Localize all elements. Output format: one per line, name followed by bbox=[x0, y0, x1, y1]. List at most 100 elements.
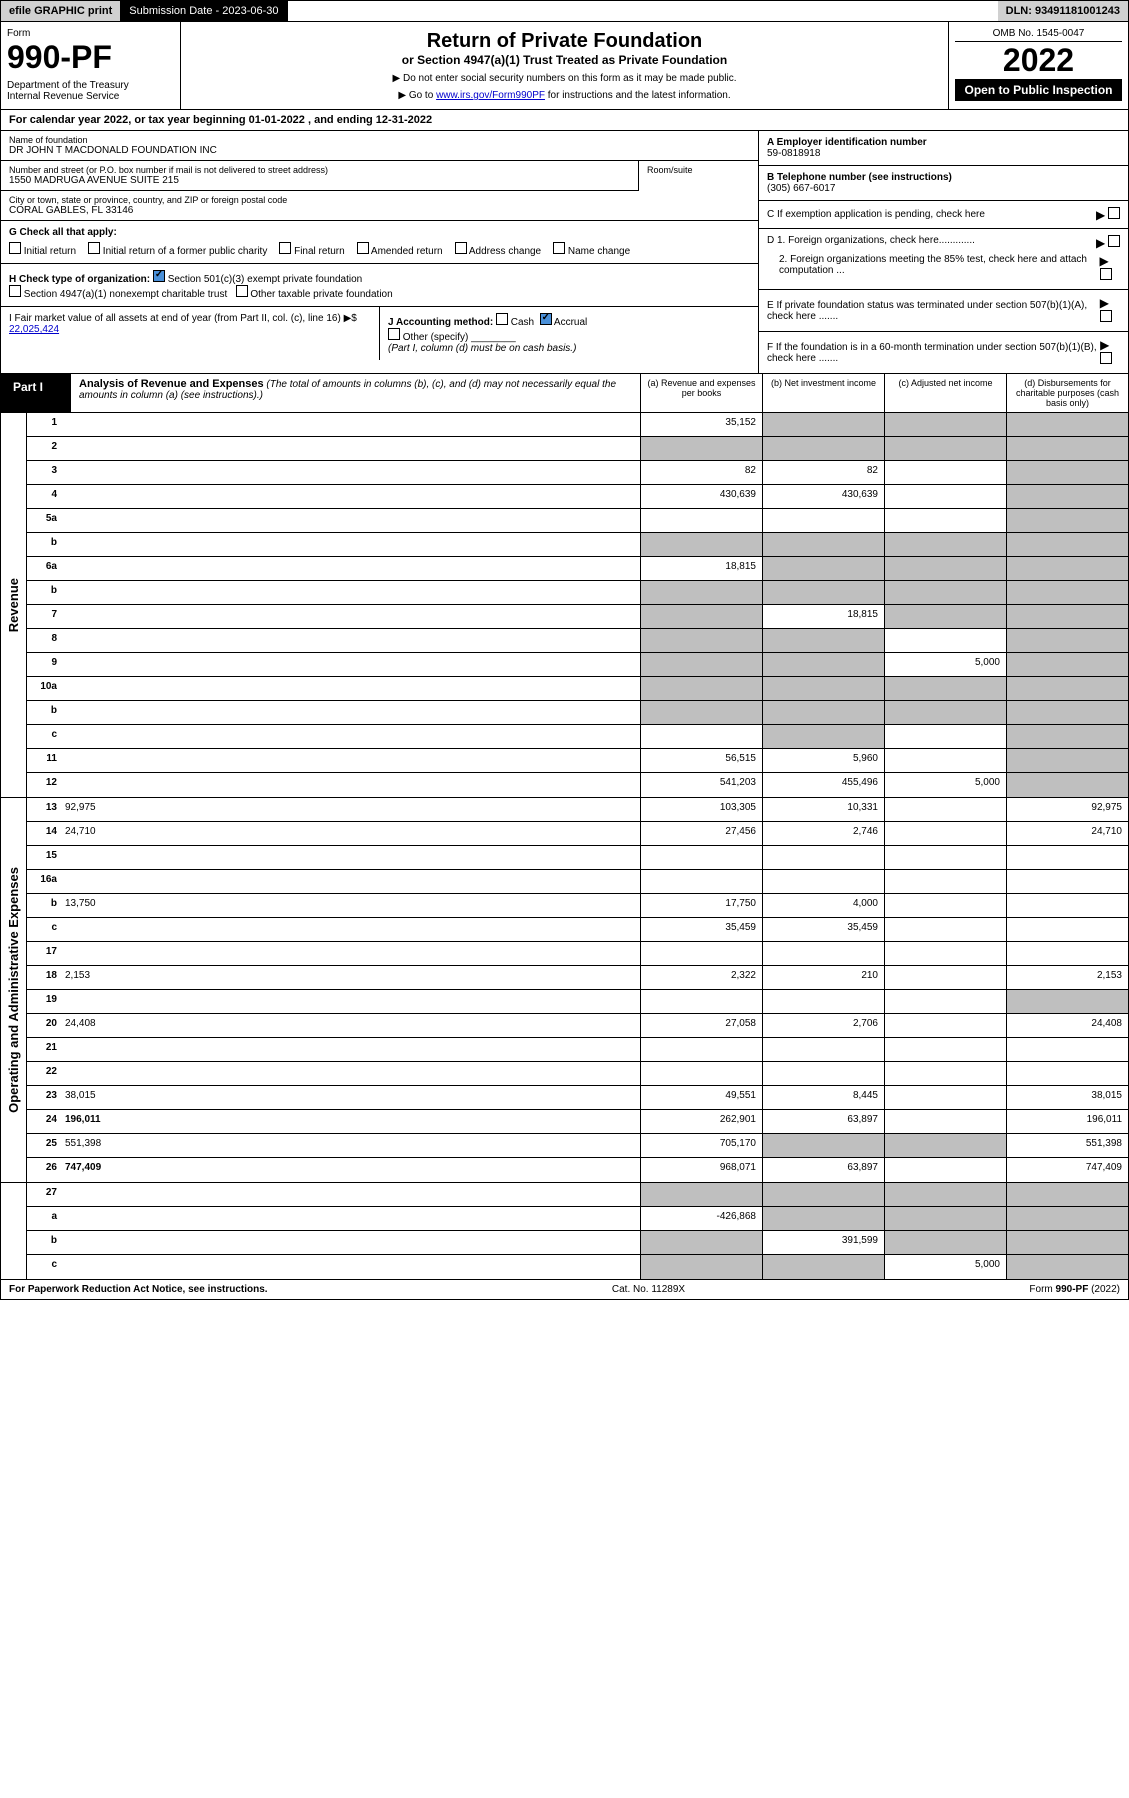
row-desc bbox=[61, 629, 640, 652]
checkbox-f[interactable] bbox=[1100, 352, 1112, 364]
row-desc bbox=[61, 1038, 640, 1061]
cell-a bbox=[640, 846, 762, 869]
checkbox-other-method[interactable] bbox=[388, 328, 400, 340]
checkbox-icon[interactable] bbox=[279, 242, 291, 254]
table-row: 2024,40827,0582,70624,408 bbox=[27, 1014, 1128, 1038]
checkbox-d2[interactable] bbox=[1100, 268, 1112, 280]
row-num: 12 bbox=[27, 773, 61, 797]
table-row: 4430,639430,639 bbox=[27, 485, 1128, 509]
cell-d bbox=[1006, 701, 1128, 724]
cell-d: 551,398 bbox=[1006, 1134, 1128, 1157]
cell-c bbox=[884, 1014, 1006, 1037]
checkbox-accrual[interactable] bbox=[540, 313, 552, 325]
ein-value: 59-0818918 bbox=[767, 148, 820, 159]
checkbox-cash[interactable] bbox=[496, 313, 508, 325]
cell-a bbox=[640, 1038, 762, 1061]
cell-c: 5,000 bbox=[884, 773, 1006, 797]
checkbox-icon[interactable] bbox=[357, 242, 369, 254]
row-num: 11 bbox=[27, 749, 61, 772]
table-row: 15 bbox=[27, 846, 1128, 870]
cell-b bbox=[762, 1255, 884, 1279]
cell-d bbox=[1006, 605, 1128, 628]
cell-c bbox=[884, 629, 1006, 652]
footer-left: For Paperwork Reduction Act Notice, see … bbox=[9, 1284, 268, 1295]
cell-d bbox=[1006, 413, 1128, 436]
checkbox-icon[interactable] bbox=[88, 242, 100, 254]
irs-link[interactable]: www.irs.gov/Form990PF bbox=[436, 90, 545, 101]
cell-a bbox=[640, 581, 762, 604]
checkbox-e[interactable] bbox=[1100, 310, 1112, 322]
checkbox-icon[interactable] bbox=[455, 242, 467, 254]
cell-c bbox=[884, 749, 1006, 772]
row-num: 7 bbox=[27, 605, 61, 628]
row-desc: 551,398 bbox=[61, 1134, 640, 1157]
row-num: 1 bbox=[27, 413, 61, 436]
cell-a bbox=[640, 725, 762, 748]
section-h: H Check type of organization: Section 50… bbox=[1, 264, 758, 307]
cell-b: 210 bbox=[762, 966, 884, 989]
cell-c bbox=[884, 1231, 1006, 1254]
row-num: 18 bbox=[27, 966, 61, 989]
checkbox-d1[interactable] bbox=[1108, 235, 1120, 247]
cell-b: 455,496 bbox=[762, 773, 884, 797]
table-row: 21 bbox=[27, 1038, 1128, 1062]
part1-label: Part I bbox=[1, 374, 71, 412]
table-row: 8 bbox=[27, 629, 1128, 653]
cell-d bbox=[1006, 894, 1128, 917]
row-desc: 196,011 bbox=[61, 1110, 640, 1133]
cell-d bbox=[1006, 629, 1128, 652]
cell-b: 35,459 bbox=[762, 918, 884, 941]
row-num: 8 bbox=[27, 629, 61, 652]
cell-a bbox=[640, 942, 762, 965]
cell-d bbox=[1006, 1207, 1128, 1230]
info-section: Name of foundation DR JOHN T MACDONALD F… bbox=[0, 131, 1129, 374]
cell-c bbox=[884, 798, 1006, 821]
note-2: ▶ Go to www.irs.gov/Form990PF for instru… bbox=[189, 90, 940, 101]
cell-c bbox=[884, 1110, 1006, 1133]
checkbox-501c3[interactable] bbox=[153, 270, 165, 282]
cell-b: 10,331 bbox=[762, 798, 884, 821]
checkbox-other-taxable[interactable] bbox=[236, 285, 248, 297]
row-num: b bbox=[27, 894, 61, 917]
row-num: c bbox=[27, 725, 61, 748]
cell-a bbox=[640, 1183, 762, 1206]
calendar-year: For calendar year 2022, or tax year begi… bbox=[0, 110, 1129, 131]
checkbox-icon[interactable] bbox=[9, 242, 21, 254]
row-desc bbox=[61, 773, 640, 797]
row-num: 27 bbox=[27, 1183, 61, 1206]
cell-d bbox=[1006, 1255, 1128, 1279]
section-i: I Fair market value of all assets at end… bbox=[1, 307, 379, 360]
cell-a: -426,868 bbox=[640, 1207, 762, 1230]
row-desc: 24,710 bbox=[61, 822, 640, 845]
table-row: b bbox=[27, 701, 1128, 725]
checkbox-c[interactable] bbox=[1108, 207, 1120, 219]
table-row: 95,000 bbox=[27, 653, 1128, 677]
section-d1-label: D 1. Foreign organizations, check here..… bbox=[767, 235, 975, 250]
form-header: Form 990-PF Department of the Treasury I… bbox=[0, 22, 1129, 110]
fmv-link[interactable]: 22,025,424 bbox=[9, 324, 59, 335]
checkbox-icon[interactable] bbox=[553, 242, 565, 254]
cell-d bbox=[1006, 1062, 1128, 1085]
cell-a bbox=[640, 1255, 762, 1279]
checkbox-4947[interactable] bbox=[9, 285, 21, 297]
table-row: 182,1532,3222102,153 bbox=[27, 966, 1128, 990]
efile-label[interactable]: efile GRAPHIC print bbox=[1, 1, 121, 21]
col-b-header: (b) Net investment income bbox=[762, 374, 884, 412]
row-num: 22 bbox=[27, 1062, 61, 1085]
table-row: 718,815 bbox=[27, 605, 1128, 629]
cell-c bbox=[884, 1086, 1006, 1109]
cell-d: 24,408 bbox=[1006, 1014, 1128, 1037]
cell-c bbox=[884, 870, 1006, 893]
cell-a bbox=[640, 701, 762, 724]
form-label: Form bbox=[7, 28, 174, 39]
table-row: 19 bbox=[27, 990, 1128, 1014]
cell-b: 4,000 bbox=[762, 894, 884, 917]
cell-a: 2,322 bbox=[640, 966, 762, 989]
cell-c bbox=[884, 605, 1006, 628]
table-row: 135,152 bbox=[27, 413, 1128, 437]
row-desc bbox=[61, 701, 640, 724]
cell-b bbox=[762, 1134, 884, 1157]
cell-a: 56,515 bbox=[640, 749, 762, 772]
phone-label: B Telephone number (see instructions) bbox=[767, 172, 952, 183]
row-desc bbox=[61, 942, 640, 965]
